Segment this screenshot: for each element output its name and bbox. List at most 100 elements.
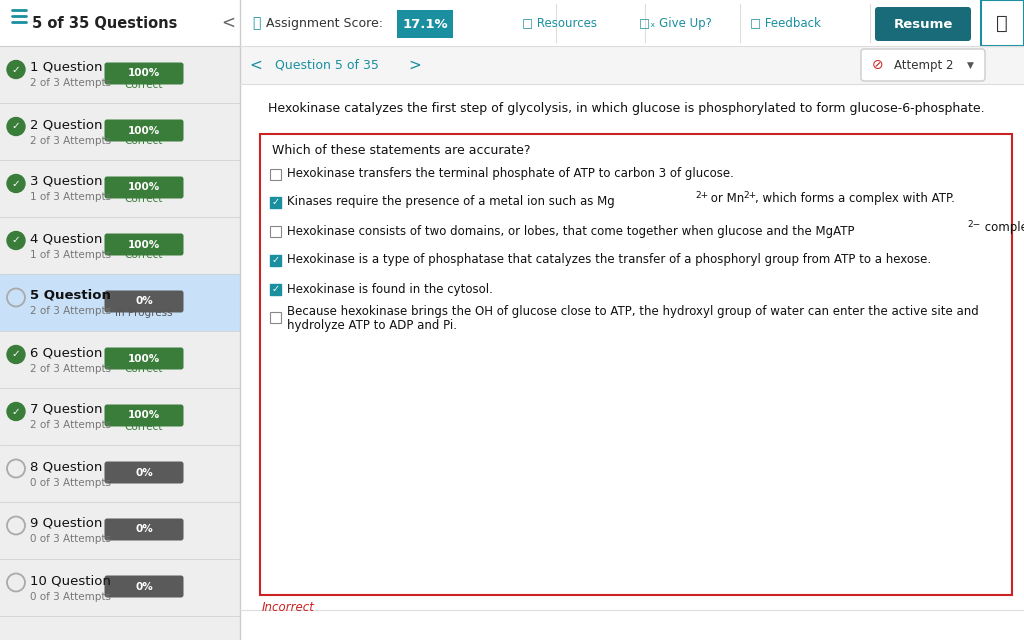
Circle shape <box>7 232 25 250</box>
FancyBboxPatch shape <box>104 575 183 598</box>
Text: 4 Question: 4 Question <box>30 232 102 245</box>
Text: 17.1%: 17.1% <box>402 17 447 31</box>
Text: ✓: ✓ <box>271 197 280 207</box>
Text: 1 of 3 Attempts: 1 of 3 Attempts <box>30 193 112 202</box>
Text: □ Feedback: □ Feedback <box>750 17 820 29</box>
Text: 100%: 100% <box>128 68 160 79</box>
Bar <box>270 284 281 294</box>
Text: 5 Question: 5 Question <box>30 289 111 302</box>
Text: Incorrect: Incorrect <box>262 601 314 614</box>
Circle shape <box>7 346 25 364</box>
Text: >: > <box>409 58 421 72</box>
Text: Correct: Correct <box>125 136 163 147</box>
Bar <box>240 0 1024 46</box>
FancyBboxPatch shape <box>104 234 183 255</box>
Text: Resume: Resume <box>893 17 952 31</box>
Text: ✓: ✓ <box>11 406 20 417</box>
Text: 100%: 100% <box>128 353 160 364</box>
Text: ▼: ▼ <box>967 61 974 70</box>
Bar <box>0 0 240 640</box>
Text: 2+: 2+ <box>743 191 756 200</box>
Circle shape <box>7 175 25 193</box>
FancyBboxPatch shape <box>104 518 183 541</box>
Text: 100%: 100% <box>128 239 160 250</box>
FancyBboxPatch shape <box>874 7 971 41</box>
Text: or Mn: or Mn <box>707 192 744 205</box>
Text: 0 of 3 Attempts: 0 of 3 Attempts <box>30 534 111 545</box>
Text: , which forms a complex with ATP.: , which forms a complex with ATP. <box>755 192 954 205</box>
Bar <box>0 0 240 46</box>
Bar <box>981 0 1024 46</box>
Text: <: < <box>250 58 262 72</box>
Text: 100%: 100% <box>128 125 160 136</box>
Text: ✓: ✓ <box>11 65 20 74</box>
Text: Hexokinase catalyzes the first step of glycolysis, in which glucose is phosphory: Hexokinase catalyzes the first step of g… <box>268 102 985 115</box>
Text: 5 of 35 Questions: 5 of 35 Questions <box>32 15 177 31</box>
Bar <box>0 46 240 103</box>
Text: 7 Question: 7 Question <box>30 403 102 416</box>
Text: ✓: ✓ <box>271 255 280 265</box>
Text: Question 5 of 35: Question 5 of 35 <box>275 58 379 72</box>
FancyBboxPatch shape <box>104 348 183 369</box>
Text: Which of these statements are accurate?: Which of these statements are accurate? <box>272 144 530 157</box>
Bar <box>0 331 240 388</box>
Text: □ Resources: □ Resources <box>522 17 597 29</box>
Text: complex are bound.: complex are bound. <box>981 221 1024 234</box>
Text: 9 Question: 9 Question <box>30 517 102 530</box>
Bar <box>0 274 240 331</box>
Bar <box>0 445 240 502</box>
FancyBboxPatch shape <box>104 404 183 426</box>
FancyBboxPatch shape <box>104 291 183 312</box>
Bar <box>260 134 1012 595</box>
Text: Hexokinase consists of two domains, or lobes, that come together when glucose an: Hexokinase consists of two domains, or l… <box>287 225 854 237</box>
Text: Hexokinase is found in the cytosol.: Hexokinase is found in the cytosol. <box>287 282 493 296</box>
FancyBboxPatch shape <box>104 63 183 84</box>
Text: Attempt 2: Attempt 2 <box>894 58 953 72</box>
Text: 0%: 0% <box>135 525 153 534</box>
Text: 1 Question: 1 Question <box>30 61 102 74</box>
FancyBboxPatch shape <box>104 120 183 141</box>
Text: Correct: Correct <box>125 79 163 90</box>
Text: □ₓ Give Up?: □ₓ Give Up? <box>639 17 712 29</box>
Text: 0%: 0% <box>135 582 153 591</box>
Text: hydrolyze ATP to ADP and Pi.: hydrolyze ATP to ADP and Pi. <box>287 319 457 332</box>
Circle shape <box>7 118 25 136</box>
Text: Correct: Correct <box>125 422 163 431</box>
FancyBboxPatch shape <box>104 177 183 198</box>
Circle shape <box>7 61 25 79</box>
Bar <box>0 559 240 616</box>
Bar <box>270 312 281 323</box>
Text: ✓: ✓ <box>11 179 20 189</box>
Bar <box>270 168 281 179</box>
Text: ⤢: ⤢ <box>996 13 1008 33</box>
Text: ✓: ✓ <box>11 236 20 246</box>
Bar <box>270 225 281 237</box>
FancyBboxPatch shape <box>104 461 183 483</box>
Text: 2 of 3 Attempts: 2 of 3 Attempts <box>30 79 112 88</box>
Bar <box>0 217 240 274</box>
Text: ⓘ: ⓘ <box>252 16 260 30</box>
Bar <box>240 0 1024 640</box>
Bar <box>240 46 1024 84</box>
Text: <: < <box>221 14 234 32</box>
Circle shape <box>7 403 25 420</box>
Text: 1 of 3 Attempts: 1 of 3 Attempts <box>30 250 112 259</box>
Text: 2 of 3 Attempts: 2 of 3 Attempts <box>30 307 112 317</box>
Text: Assignment Score:: Assignment Score: <box>266 17 383 29</box>
Bar <box>0 160 240 217</box>
Text: Correct: Correct <box>125 250 163 260</box>
Text: 2+: 2+ <box>695 191 709 200</box>
Text: 2 of 3 Attempts: 2 of 3 Attempts <box>30 420 112 431</box>
FancyBboxPatch shape <box>397 10 453 38</box>
Text: 2 Question: 2 Question <box>30 118 102 131</box>
Text: 0%: 0% <box>135 467 153 477</box>
Text: 8 Question: 8 Question <box>30 460 102 473</box>
Text: 0 of 3 Attempts: 0 of 3 Attempts <box>30 477 111 488</box>
Text: Correct: Correct <box>125 365 163 374</box>
Text: Hexokinase is a type of phosphatase that catalyzes the transfer of a phosphoryl : Hexokinase is a type of phosphatase that… <box>287 253 931 266</box>
Text: ✓: ✓ <box>11 122 20 131</box>
Text: Hexokinase transfers the terminal phosphate of ATP to carbon 3 of glucose.: Hexokinase transfers the terminal phosph… <box>287 168 734 180</box>
Text: Because hexokinase brings the OH of glucose close to ATP, the hydroxyl group of : Because hexokinase brings the OH of gluc… <box>287 305 979 317</box>
Bar <box>0 103 240 160</box>
Text: 100%: 100% <box>128 182 160 193</box>
